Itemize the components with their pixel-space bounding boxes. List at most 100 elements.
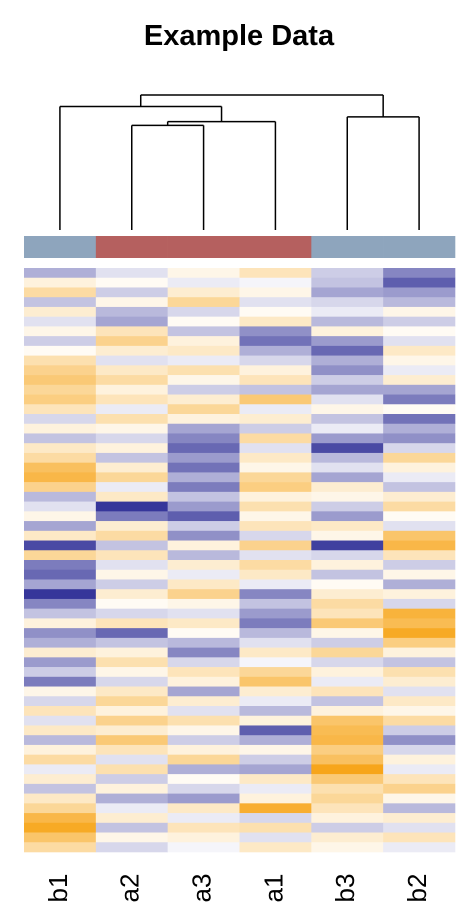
heatmap-cell	[383, 268, 456, 279]
heatmap-cell	[24, 384, 97, 395]
heatmap-cell	[383, 501, 456, 512]
heatmap-cell	[24, 326, 97, 337]
heatmap-cell	[95, 696, 168, 707]
heatmap-cell	[95, 735, 168, 746]
heatmap-cell	[95, 550, 168, 561]
heatmap-cell	[167, 715, 240, 726]
heatmap-cell	[383, 608, 456, 619]
heatmap-cell	[24, 686, 97, 697]
column-label: b3	[330, 874, 360, 903]
heatmap-cell	[383, 345, 456, 356]
heatmap-cell	[239, 550, 312, 561]
heatmap-cell	[311, 628, 384, 639]
heatmap-cell	[24, 715, 97, 726]
heatmap-cell	[24, 628, 97, 639]
heatmap-cell	[167, 569, 240, 580]
heatmap-cell	[383, 540, 456, 551]
heatmap-cell	[24, 618, 97, 629]
heatmap-cell	[24, 608, 97, 619]
heatmap-cell	[311, 530, 384, 541]
heatmap-cell	[311, 501, 384, 512]
heatmap-cell	[24, 306, 97, 317]
heatmap-cell	[383, 414, 456, 425]
heatmap-cell	[167, 589, 240, 600]
heatmap-cell	[24, 725, 97, 736]
heatmap-cell	[383, 676, 456, 687]
heatmap-cell	[383, 287, 456, 298]
heatmap-cell	[311, 316, 384, 327]
heatmap-cell	[167, 783, 240, 794]
heatmap-cell	[24, 754, 97, 765]
chart-title: Example Data	[144, 20, 335, 52]
heatmap-cell	[24, 676, 97, 687]
heatmap-cell	[239, 628, 312, 639]
heatmap-cell	[383, 793, 456, 804]
heatmap-cell	[95, 433, 168, 444]
heatmap-cell	[239, 482, 312, 493]
heatmap-cell	[311, 735, 384, 746]
heatmap-cell	[239, 647, 312, 658]
heatmap-cell	[95, 725, 168, 736]
heatmap-cell	[311, 783, 384, 794]
heatmap-cell	[24, 706, 97, 717]
heatmap-cell	[167, 764, 240, 775]
heatmap-cell	[24, 355, 97, 366]
heatmap-cell	[95, 268, 168, 279]
heatmap-cell	[311, 822, 384, 833]
heatmap-cell	[383, 530, 456, 541]
heatmap-cell	[239, 326, 312, 337]
heatmap-cell	[311, 550, 384, 561]
heatmap-cell	[95, 560, 168, 571]
heatmap-cell	[24, 423, 97, 434]
heatmap-cell	[311, 608, 384, 619]
heatmap-cell	[95, 423, 168, 434]
heatmap-cell	[383, 569, 456, 580]
heatmap-cell	[311, 657, 384, 668]
heatmap-cell	[383, 511, 456, 522]
heatmap-cell	[311, 637, 384, 648]
heatmap-cell	[167, 375, 240, 386]
column-label: b2	[402, 874, 432, 903]
heatmap-cell	[167, 452, 240, 463]
heatmap-cell	[167, 365, 240, 376]
heatmap-cell	[167, 530, 240, 541]
heatmap-cell	[95, 297, 168, 308]
heatmap-cell	[24, 822, 97, 833]
heatmap-cell	[95, 482, 168, 493]
heatmap-cell	[383, 764, 456, 775]
heatmap-cell	[24, 803, 97, 814]
heatmap-cell	[95, 521, 168, 532]
heatmap-cell	[95, 579, 168, 590]
heatmap-cell	[311, 375, 384, 386]
heatmap-cell	[383, 355, 456, 366]
heatmap-cell	[383, 774, 456, 785]
heatmap-cell	[239, 822, 312, 833]
heatmap-cell	[311, 744, 384, 755]
heatmap-cell	[383, 423, 456, 434]
heatmap-cell	[95, 336, 168, 347]
column-label: a1	[258, 874, 288, 903]
heatmap-cell	[311, 355, 384, 366]
heatmap-cell	[383, 735, 456, 746]
heatmap-cell	[167, 550, 240, 561]
heatmap-cell	[167, 735, 240, 746]
heatmap-cell	[383, 384, 456, 395]
heatmap-cell	[167, 355, 240, 366]
heatmap-cell	[167, 754, 240, 765]
heatmap-cell	[383, 404, 456, 415]
heatmap-cell	[311, 336, 384, 347]
heatmap-cell	[311, 803, 384, 814]
heatmap-cell	[239, 676, 312, 687]
heatmap-cell	[239, 637, 312, 648]
heatmap-cell	[167, 667, 240, 678]
heatmap-cell	[311, 423, 384, 434]
heatmap-cell	[24, 521, 97, 532]
heatmap-cell	[239, 511, 312, 522]
heatmap-cell	[239, 316, 312, 327]
heatmap-cell	[383, 394, 456, 405]
heatmap-cell	[311, 618, 384, 629]
heatmap-cell	[239, 832, 312, 843]
heatmap-cell	[167, 414, 240, 425]
heatmap-cell	[24, 793, 97, 804]
heatmap-cell	[383, 277, 456, 288]
